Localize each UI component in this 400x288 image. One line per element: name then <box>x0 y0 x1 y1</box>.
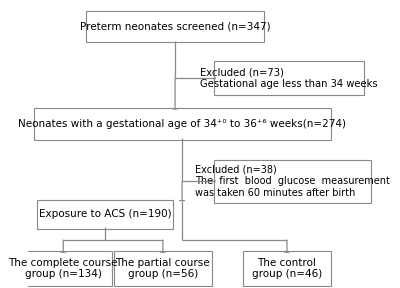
FancyBboxPatch shape <box>86 11 264 42</box>
FancyBboxPatch shape <box>37 200 173 229</box>
Text: The complete course
group (n=134): The complete course group (n=134) <box>8 258 118 279</box>
Text: The partial course
group (n=56): The partial course group (n=56) <box>116 258 210 279</box>
FancyBboxPatch shape <box>214 160 371 203</box>
Text: Neonates with a gestational age of 34⁺⁰ to 36⁺⁶ weeks(n=274): Neonates with a gestational age of 34⁺⁰ … <box>18 119 346 129</box>
Text: Excluded (n=73)
Gestational age less than 34 weeks: Excluded (n=73) Gestational age less tha… <box>200 67 378 89</box>
Text: Preterm neonates screened (n=347): Preterm neonates screened (n=347) <box>80 22 270 31</box>
Text: Excluded (n=38)
The  first  blood  glucose  measurement
was taken 60 minutes aft: Excluded (n=38) The first blood glucose … <box>195 165 390 198</box>
FancyBboxPatch shape <box>34 108 331 140</box>
FancyBboxPatch shape <box>214 61 364 95</box>
Text: The control
group (n=46): The control group (n=46) <box>252 258 322 279</box>
Text: Exposure to ACS (n=190): Exposure to ACS (n=190) <box>39 209 172 219</box>
FancyBboxPatch shape <box>114 251 212 286</box>
FancyBboxPatch shape <box>14 251 112 286</box>
FancyBboxPatch shape <box>243 251 331 286</box>
